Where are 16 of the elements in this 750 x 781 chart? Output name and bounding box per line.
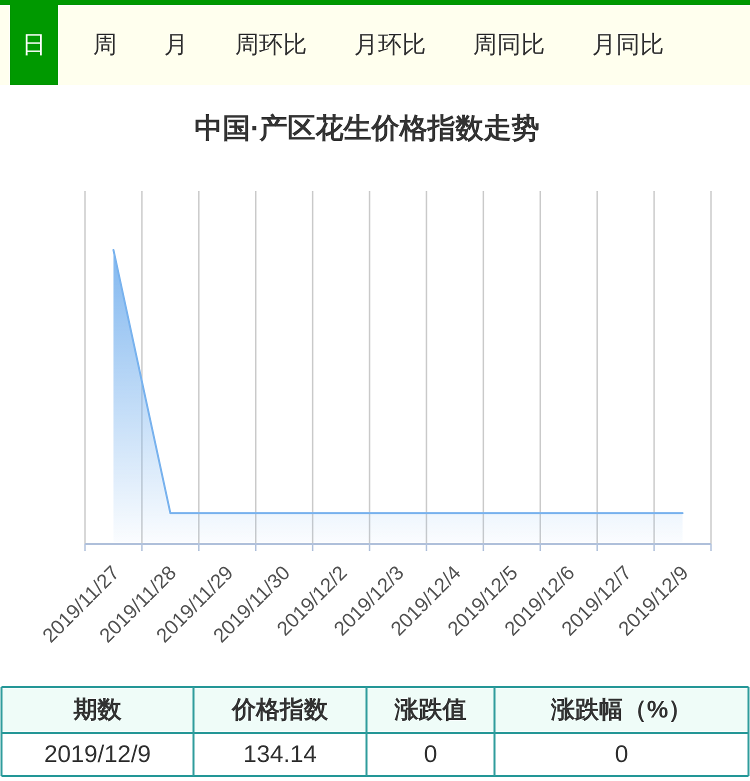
tab-label: 周环比 — [235, 32, 307, 58]
table-cell: 134.14 — [243, 741, 317, 768]
table-cell: 0 — [614, 741, 628, 768]
table-header: 期数 — [74, 696, 122, 724]
tab-label: 日 — [22, 32, 46, 58]
tab-label: 月同比 — [592, 32, 664, 58]
tab-label: 月 — [164, 32, 188, 58]
tab-label: 周 — [93, 32, 117, 58]
tab-label: 周同比 — [473, 32, 545, 58]
table-cell: 2019/12/9 — [44, 741, 151, 768]
table-header: 价格指数 — [232, 696, 328, 724]
tab-label: 月环比 — [354, 32, 426, 58]
table-cell: 0 — [424, 741, 438, 768]
table-header: 涨跌值 — [394, 696, 466, 724]
title: 中国·产区花生价格指数走势 — [194, 112, 540, 144]
table-header: 涨跌幅（%） — [550, 696, 692, 724]
